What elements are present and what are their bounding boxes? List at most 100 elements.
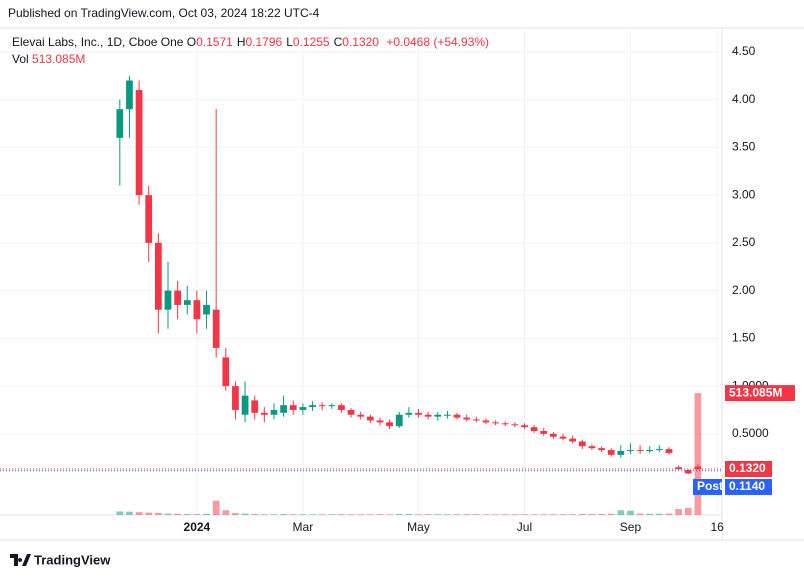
ohlc-value: 0.1320 bbox=[342, 35, 379, 49]
volume-bar bbox=[675, 509, 683, 515]
volume-bar bbox=[550, 514, 557, 515]
candle-body bbox=[212, 309, 220, 348]
volume-bar bbox=[646, 513, 654, 515]
volume-bar bbox=[154, 512, 162, 515]
candle-body bbox=[578, 441, 586, 447]
footer-brand: TradingView bbox=[34, 552, 111, 567]
candle-body bbox=[530, 427, 538, 431]
volume-bar bbox=[482, 514, 490, 515]
y-tick-label: 4.00 bbox=[732, 92, 756, 106]
candle-body bbox=[318, 405, 326, 407]
candle-body bbox=[607, 450, 615, 455]
y-tick-label: 3.50 bbox=[732, 140, 756, 154]
candle-body bbox=[386, 422, 393, 427]
candle-body bbox=[550, 433, 557, 437]
candle-body bbox=[289, 405, 297, 410]
candle-body bbox=[299, 407, 307, 410]
volume-label: 513.085M bbox=[729, 385, 782, 399]
volume-bar bbox=[318, 514, 326, 515]
y-tick-label: 4.50 bbox=[732, 44, 756, 58]
ohlc-value: 0.1796 bbox=[245, 35, 283, 49]
volume-bar bbox=[472, 514, 480, 515]
ohlc-value: 0.1571 bbox=[196, 35, 233, 49]
y-tick-label: 3.00 bbox=[732, 187, 756, 201]
volume-bar bbox=[444, 514, 451, 515]
candle-body bbox=[357, 414, 365, 417]
candle-body bbox=[251, 400, 259, 413]
candle-body bbox=[472, 419, 480, 421]
candle-body bbox=[694, 466, 702, 469]
candle-body bbox=[521, 425, 528, 428]
volume-bar bbox=[116, 511, 124, 515]
volume-bar bbox=[376, 514, 384, 515]
candle-body bbox=[395, 414, 403, 427]
volume-bar bbox=[559, 514, 567, 515]
candle-body bbox=[656, 449, 663, 451]
volume-bar bbox=[280, 514, 287, 515]
y-tick-label: 1.50 bbox=[732, 331, 756, 345]
ohlc-key: H bbox=[236, 35, 246, 49]
candle-body bbox=[164, 290, 172, 310]
volume-bar bbox=[511, 514, 519, 515]
candle-body bbox=[203, 304, 210, 315]
volume-bar bbox=[328, 514, 336, 515]
candle-body bbox=[232, 386, 239, 410]
volume-bar bbox=[617, 510, 625, 515]
candle-body bbox=[116, 109, 124, 138]
candle-body bbox=[511, 424, 519, 426]
volume-bar bbox=[232, 513, 239, 515]
volume-bar bbox=[289, 514, 297, 515]
volume-bar bbox=[501, 514, 509, 515]
price-label: 0.1320 bbox=[729, 461, 766, 475]
volume-bar bbox=[309, 514, 316, 515]
candle-body bbox=[675, 467, 683, 470]
price-label-box bbox=[725, 478, 772, 495]
y-tick-label: 2.00 bbox=[732, 283, 756, 297]
candle-body bbox=[405, 412, 413, 415]
candle-body bbox=[540, 430, 548, 434]
y-tick-label: 0.5000 bbox=[732, 426, 769, 440]
candle-body bbox=[280, 405, 287, 413]
candle-body bbox=[444, 414, 451, 416]
volume-bar bbox=[357, 514, 365, 515]
volume-bar bbox=[405, 514, 413, 515]
candle-body bbox=[270, 409, 278, 415]
ohlc-key: L bbox=[286, 35, 293, 49]
candle-body bbox=[145, 195, 153, 243]
candle-body bbox=[309, 405, 316, 408]
volume-bar bbox=[492, 514, 499, 515]
candle-body bbox=[241, 395, 249, 415]
symbol-title: Elevai Labs, Inc., 1D, Cboe One bbox=[12, 35, 184, 49]
y-tick-label: 2.50 bbox=[732, 235, 756, 249]
volume-bar bbox=[174, 513, 181, 515]
candle-body bbox=[154, 242, 162, 310]
volume-label: Vol bbox=[12, 52, 29, 66]
candle-body bbox=[415, 412, 422, 415]
volume-bar bbox=[193, 514, 201, 515]
volume-bar bbox=[183, 514, 191, 515]
candle-body bbox=[174, 290, 181, 305]
price-label-box bbox=[693, 478, 722, 495]
candle-body bbox=[665, 449, 673, 453]
volume-bar bbox=[241, 513, 249, 515]
volume-bar bbox=[665, 513, 673, 515]
candle-body bbox=[126, 80, 133, 110]
candle-body bbox=[569, 438, 577, 442]
x-tick-label: Sep bbox=[620, 520, 642, 534]
candle-body bbox=[260, 412, 268, 415]
candle-body bbox=[598, 448, 605, 451]
volume-bar bbox=[164, 513, 172, 515]
volume-bar bbox=[415, 514, 422, 515]
volume-bar bbox=[627, 510, 634, 515]
x-tick-label: Mar bbox=[293, 520, 314, 534]
candle-body bbox=[627, 450, 634, 452]
candle-body bbox=[366, 416, 374, 421]
candle-body bbox=[636, 450, 644, 452]
volume-bar bbox=[395, 514, 403, 515]
candle-body bbox=[646, 450, 654, 452]
candle-body bbox=[328, 405, 336, 407]
candle-body bbox=[183, 300, 191, 305]
candle-body bbox=[492, 422, 499, 424]
volume-bar bbox=[578, 514, 586, 515]
